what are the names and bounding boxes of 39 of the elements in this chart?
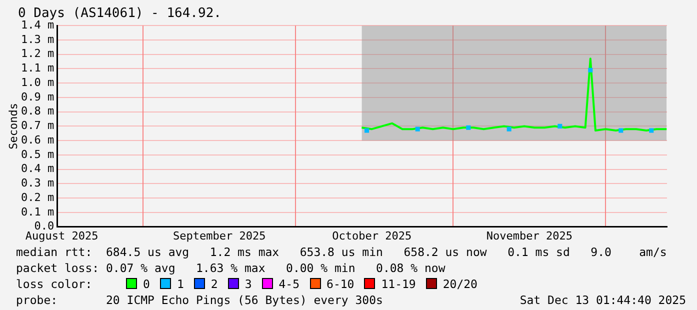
y-tick-label: 0.2 m xyxy=(20,190,54,204)
point xyxy=(618,128,624,133)
legend-label: 20/20 xyxy=(442,277,478,291)
point xyxy=(466,125,471,130)
text: Sat Dec 13 01:44:40 2025 xyxy=(520,292,686,308)
text: probe: 20 ICMP Echo Pings (56 Bytes) every 300s xyxy=(16,293,383,307)
x-tick-label: November 2025 xyxy=(486,229,572,242)
legend-label: 11-19 xyxy=(381,277,416,291)
text: packet loss: 0.07 % avg 1.63 % max 0.00 % min 0.08 % now xyxy=(16,260,446,276)
y-tick-label: 0.4 m xyxy=(20,162,54,176)
y-tick-label: 0.9 m xyxy=(20,90,54,104)
y-tick-label: 0.7 m xyxy=(20,119,54,132)
legend-label: 4-5 xyxy=(278,277,300,291)
y-tick-label: 0.5 m xyxy=(20,148,54,161)
legend-label: 1 xyxy=(176,277,184,291)
text: median rtt: 684.5 us avg 1.2 ms max 653.8 us min 658.2 us now 0.1 ms sd 9.0 am/s xyxy=(16,244,668,260)
legend-label: 6-10 xyxy=(326,277,354,291)
point xyxy=(506,126,512,132)
point xyxy=(364,128,370,133)
chart-title: 0 Days (AS14061) - 164.92. xyxy=(18,6,222,22)
legend-label: 3 xyxy=(244,277,252,291)
legend-label: 2 xyxy=(210,277,218,291)
x-tick-label: October 2025 xyxy=(332,229,412,242)
x-tick-label: September 2025 xyxy=(173,229,266,242)
legend-label: 0 xyxy=(143,277,150,291)
y-tick-label: 1.2 m xyxy=(20,47,54,60)
y-tick-label: 0.8 m xyxy=(20,104,54,118)
y-axis-title: Seconds xyxy=(6,103,20,150)
point xyxy=(558,124,562,128)
y-tick-label: 0.6 m xyxy=(20,133,54,146)
y-tick-label: 0.3 m xyxy=(20,176,54,190)
point xyxy=(588,68,593,72)
y-tick-label: 1.3 m xyxy=(20,32,54,46)
legend-title: loss color: xyxy=(16,276,94,292)
y-tick-label: 0.1 m xyxy=(20,205,54,218)
y-tick-label: 1.1 m xyxy=(20,62,54,75)
point xyxy=(415,126,420,132)
y-tick-label: 1.0 m xyxy=(20,76,54,89)
point xyxy=(649,128,654,133)
